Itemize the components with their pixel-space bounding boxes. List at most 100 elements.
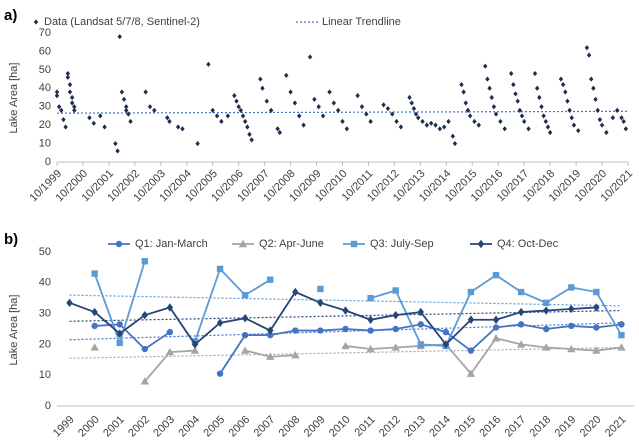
data-point [521, 118, 527, 125]
data-point [312, 96, 317, 102]
data-point [394, 118, 399, 125]
y-tick-label: 10 [39, 137, 51, 149]
x-tick-label: 2016 [477, 414, 503, 440]
trendline [69, 294, 622, 307]
marker [317, 298, 324, 308]
data-point [335, 107, 341, 113]
data-point [409, 100, 414, 106]
data-point [301, 122, 306, 128]
data-point [472, 118, 477, 125]
marker [216, 265, 224, 273]
marker [367, 295, 374, 302]
marker [593, 324, 600, 331]
data-point [541, 113, 546, 119]
data-point [517, 107, 523, 113]
marker [91, 307, 98, 317]
data-point [519, 113, 525, 119]
x-tick-label: 2007 [252, 414, 278, 440]
marker [618, 321, 625, 328]
y-tick-label: 20 [39, 119, 51, 131]
data-point [569, 115, 574, 121]
data-point [407, 94, 412, 101]
x-tick-label: 2006 [227, 414, 253, 440]
marker [467, 288, 475, 296]
data-point [126, 111, 131, 117]
x-tick-label: 2004 [176, 414, 202, 440]
marker [417, 307, 424, 317]
data-point [292, 100, 298, 106]
legend-marker [33, 19, 39, 25]
x-tick-label: 2013 [402, 414, 428, 440]
data-point [623, 126, 629, 132]
data-point [599, 122, 605, 128]
marker [66, 298, 73, 308]
data-point [565, 98, 570, 104]
data-point [534, 85, 540, 91]
data-point [502, 126, 507, 132]
data-point [288, 89, 293, 95]
marker [342, 325, 349, 333]
y-tick-label: 60 [39, 45, 51, 57]
marker [291, 350, 300, 359]
data-point [359, 104, 365, 110]
data-point [433, 122, 438, 128]
marker [342, 306, 349, 315]
data-point [452, 140, 458, 147]
legend-label: Linear Trendline [322, 16, 401, 28]
data-point [236, 104, 241, 110]
y-tick-label: 50 [39, 64, 51, 76]
x-tick-label: 2012 [377, 414, 403, 440]
panel-label: b) [4, 231, 18, 248]
data-point [214, 113, 220, 119]
data-point [152, 107, 157, 113]
data-point [463, 100, 468, 106]
data-point [117, 34, 122, 40]
data-point [61, 117, 66, 123]
marker [317, 327, 324, 334]
y-axis-label: Lake Area [ha] [8, 295, 20, 366]
x-tick-label: 2014 [427, 414, 453, 440]
x-tick-label: 1999 [51, 414, 77, 440]
marker [541, 343, 551, 351]
data-point [465, 107, 471, 113]
data-point [275, 126, 280, 132]
data-point [364, 111, 369, 117]
data-point [355, 93, 360, 99]
data-point [69, 100, 75, 106]
y-tick-label: 50 [39, 246, 51, 258]
data-point [340, 118, 345, 125]
marker [241, 331, 249, 339]
marker [90, 343, 99, 351]
marker [568, 284, 575, 291]
marker [392, 325, 399, 333]
marker [341, 341, 350, 350]
marker [392, 310, 399, 320]
trendline [69, 346, 622, 359]
data-point [539, 104, 544, 110]
data-point [316, 104, 321, 110]
data-point [437, 126, 443, 132]
marker [517, 288, 525, 296]
marker [166, 303, 174, 312]
data-point [450, 133, 456, 139]
data-point [121, 96, 127, 102]
data-point [98, 113, 103, 119]
marker [267, 326, 274, 335]
marker [367, 315, 374, 324]
legend-label: Q4: Oct-Dec [497, 238, 559, 250]
x-tick-label: 2020 [578, 414, 604, 440]
x-tick-label: 2005 [201, 414, 227, 440]
data-point [532, 70, 538, 77]
data-point [487, 85, 492, 91]
data-point [446, 118, 451, 125]
x-tick-label: 2015 [452, 414, 478, 440]
marker [116, 321, 123, 328]
series-line [144, 337, 622, 382]
marker [165, 347, 175, 356]
data-point [424, 122, 430, 128]
marker [492, 271, 500, 279]
x-tick-label: 2019 [553, 414, 579, 440]
marker [492, 324, 500, 331]
data-point [489, 94, 494, 101]
